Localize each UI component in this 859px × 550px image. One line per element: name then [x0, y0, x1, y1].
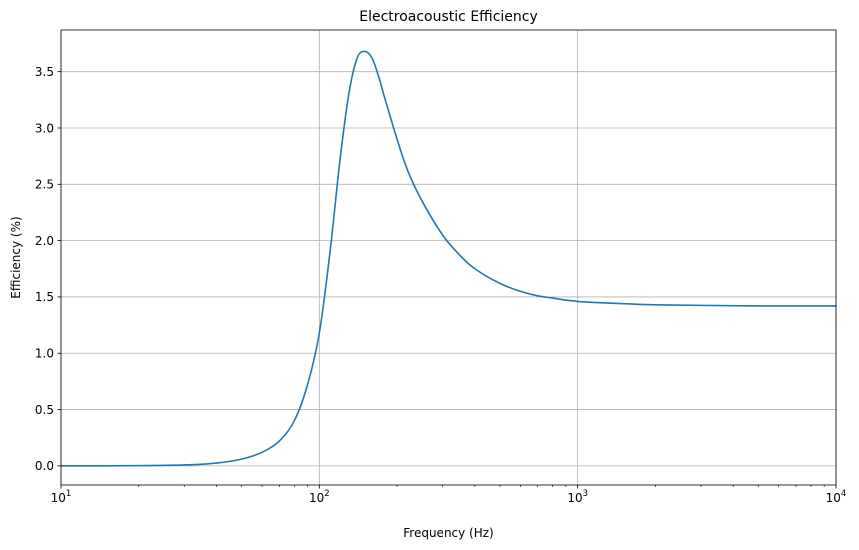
- grid-layer: [60, 30, 837, 485]
- y-tick-label: 3.5: [35, 65, 54, 79]
- x-axis-ticks: 101 102 103 104: [51, 485, 847, 505]
- y-tick-label: 2.0: [35, 234, 54, 248]
- chart-title: Electroacoustic Efficiency: [359, 9, 538, 25]
- y-tick-label: 1.5: [35, 290, 54, 304]
- x-axis-label: Frequency (Hz): [403, 526, 494, 540]
- y-axis-label: Efficiency (%): [9, 216, 23, 298]
- plot-frame: [60, 29, 837, 486]
- y-tick-label: 0.0: [35, 459, 54, 473]
- y-axis-ticks: 0.0 0.5 1.0 1.5 2.0 2.5 3.0 3.5: [35, 65, 61, 473]
- y-tick-label: 0.5: [35, 403, 54, 417]
- efficiency-series-line: [60, 50, 837, 467]
- y-tick-label: 1.0: [35, 347, 54, 361]
- series-layer: [60, 50, 837, 467]
- x-tick-label: 104: [826, 489, 847, 505]
- x-tick-label: 103: [567, 489, 588, 505]
- x-tick-label: 102: [309, 489, 330, 505]
- y-tick-label: 3.0: [35, 121, 54, 135]
- x-tick-label: 101: [51, 489, 72, 505]
- y-tick-label: 2.5: [35, 178, 54, 192]
